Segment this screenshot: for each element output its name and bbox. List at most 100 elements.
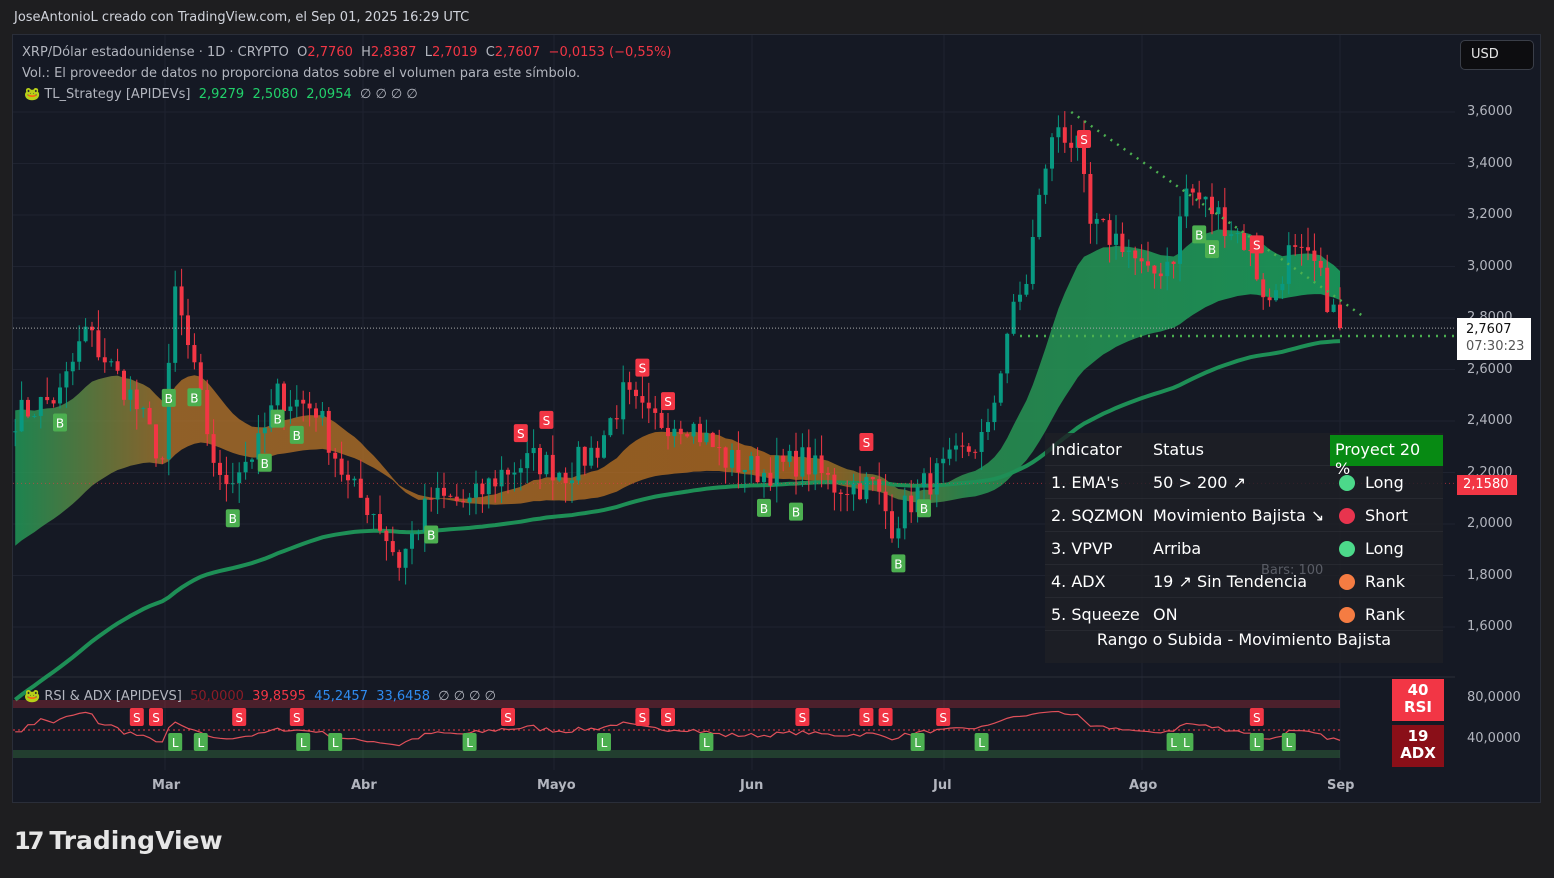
- candle-body: [1152, 265, 1157, 274]
- sell-signal-text: S: [664, 395, 672, 409]
- rsi-null-values: ∅ ∅ ∅ ∅: [438, 689, 496, 704]
- candle-body: [1338, 304, 1342, 329]
- rsi-sell-signal-text: S: [799, 711, 807, 725]
- candle-body: [640, 396, 645, 403]
- row-indicator: 2. SQZMON: [1051, 506, 1144, 525]
- candle-body: [986, 422, 990, 432]
- candle-body: [480, 483, 485, 495]
- row-indicator: 5. Squeeze: [1051, 605, 1140, 624]
- rsi-long-signal: [168, 733, 183, 751]
- candle-body: [1254, 249, 1259, 280]
- candle-body: [1101, 218, 1106, 221]
- high-label: H: [361, 45, 371, 60]
- candle-body: [141, 407, 146, 410]
- candle-body: [179, 286, 184, 316]
- candle-body: [19, 399, 24, 432]
- candle-body: [678, 428, 683, 435]
- tradingview-logo[interactable]: 𝟭𝟳 TradingView: [14, 826, 223, 855]
- buy-signal: [257, 453, 272, 472]
- candle-body: [1005, 333, 1010, 374]
- candle-body: [659, 412, 664, 428]
- strategy-legend[interactable]: 🐸 TL_Strategy [APIDEVs] 2,9279 2,5080 2,…: [24, 87, 418, 102]
- candle-body: [493, 478, 498, 487]
- price-axis-tick: 3,6000: [1467, 104, 1513, 119]
- rsi-long-signal: [193, 733, 208, 751]
- price-axis-tick: 2,0000: [1467, 516, 1513, 531]
- candle-body: [1222, 207, 1227, 237]
- rsi-long-signal: [699, 733, 714, 751]
- symbol-legend[interactable]: XRP/Dólar estadounidense · 1D · CRYPTO O…: [22, 45, 671, 60]
- candle-body: [1267, 297, 1272, 301]
- candle-body: [397, 552, 402, 568]
- buy-signal-text: B: [190, 391, 198, 405]
- candle-body: [576, 446, 581, 481]
- candle-body: [851, 483, 856, 495]
- rsi-sell-signal: [795, 708, 810, 726]
- row-indicator: 4. ADX: [1051, 572, 1106, 591]
- buy-signal: [917, 499, 931, 518]
- buy-signal-text: B: [229, 512, 237, 526]
- candle-body: [1043, 168, 1048, 195]
- candle-body: [800, 447, 805, 477]
- sell-signal: [859, 433, 874, 452]
- candle-body: [1158, 273, 1163, 277]
- candle-body: [333, 452, 338, 459]
- rsi-sell-signal-text: S: [882, 711, 890, 725]
- rsi-badge: 40 RSI: [1392, 679, 1444, 721]
- candle-body: [243, 461, 248, 473]
- tv-logo-text: TradingView: [49, 826, 223, 855]
- candle-body: [666, 427, 670, 437]
- candle-body: [224, 474, 229, 485]
- candle-body: [1069, 142, 1074, 148]
- chart-attribution: JoseAntonioL creado con TradingView.com,…: [14, 10, 470, 25]
- candle-body: [58, 387, 62, 404]
- buy-signal: [1192, 225, 1207, 244]
- rsi-long-signal-text: L: [978, 736, 985, 750]
- candle-body: [755, 456, 760, 483]
- rsi-legend[interactable]: 🐸 RSI & ADX [APIDEVS] 50,0000 39,8595 45…: [24, 689, 496, 704]
- candle-body: [525, 453, 530, 469]
- candle-body: [1280, 283, 1285, 291]
- rsi-overbought-band: [13, 700, 1340, 708]
- adx-badge-value: 19: [1407, 727, 1429, 745]
- open-label: O: [297, 45, 308, 60]
- candle-body: [230, 483, 235, 485]
- candle-body: [1242, 233, 1246, 250]
- candle-body: [992, 402, 997, 423]
- candle-body: [1312, 250, 1317, 261]
- candle-body: [109, 361, 114, 363]
- candle-body: [774, 455, 779, 486]
- candle-body: [64, 371, 69, 388]
- candle-body: [595, 447, 600, 458]
- candle-body: [256, 433, 261, 460]
- rsi-sell-signal: [232, 708, 247, 726]
- candle-body: [454, 496, 459, 502]
- candle-body: [346, 474, 350, 481]
- symbol-name: XRP/Dólar estadounidense · 1D · CRYPTO: [22, 45, 289, 60]
- chart-pane[interactable]: [12, 34, 1541, 803]
- buy-signal-text: B: [261, 457, 269, 471]
- row-status: 19 ↗ Sin Tendencia: [1153, 572, 1307, 591]
- candle-body: [352, 478, 357, 481]
- candle-body: [365, 497, 370, 516]
- candle-body: [1274, 290, 1278, 301]
- candle-body: [736, 449, 741, 473]
- candle-body: [512, 472, 517, 475]
- rsi-sell-signal: [129, 708, 144, 726]
- candle-body: [288, 406, 293, 412]
- rsi-sell-signal-text: S: [639, 711, 647, 725]
- indicator-table: Indicator Status Proyect 20 % 1. EMA's 5…: [1045, 433, 1443, 663]
- candle-body: [1165, 261, 1170, 277]
- buy-signal: [161, 388, 176, 407]
- currency-button[interactable]: USD: [1460, 40, 1534, 70]
- candle-body: [422, 498, 427, 533]
- candle-body: [166, 362, 171, 460]
- sell-signal: [513, 424, 528, 443]
- candle-body: [301, 399, 306, 404]
- candle-body: [474, 483, 478, 498]
- candle-body: [941, 458, 946, 464]
- buy-signal-text: B: [920, 502, 928, 516]
- candle-body: [646, 402, 651, 409]
- candle-body: [979, 431, 984, 452]
- rsi-long-signal: [1281, 733, 1296, 751]
